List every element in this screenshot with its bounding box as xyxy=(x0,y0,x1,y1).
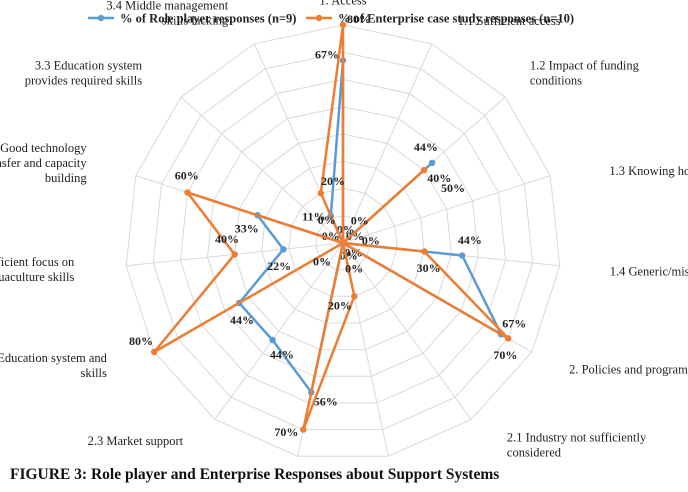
axis-label-line: 2.1 Industry not sufficiently xyxy=(507,431,647,445)
data-label: 80% xyxy=(347,12,371,26)
grid-ring xyxy=(125,24,561,457)
data-label: 0% xyxy=(313,255,331,269)
axis-label: 1.4 Generic/misaligned xyxy=(610,264,688,278)
figure-caption: FIGURE 3: Role player and Enterprise Res… xyxy=(10,466,500,483)
axis-label: 1.3 Knowing how to access xyxy=(609,164,688,178)
data-point xyxy=(339,21,347,29)
axis-label-line: considered xyxy=(507,446,562,460)
legend-label: % of Enterprise case study responses (n=… xyxy=(338,12,574,26)
data-point xyxy=(428,159,436,166)
grid-ring xyxy=(234,133,452,351)
axis-label-line: conditions xyxy=(530,74,582,88)
axis-label: 1.2 Impact of funding conditions xyxy=(530,59,640,88)
data-label: 11% xyxy=(302,210,325,224)
data-point xyxy=(459,252,466,259)
grid-spoke xyxy=(214,242,344,420)
grid-ring xyxy=(288,187,398,297)
data-point xyxy=(420,166,428,174)
data-label: 0% xyxy=(345,245,363,259)
data-point xyxy=(280,246,287,253)
data-label: 60% xyxy=(175,168,199,182)
data-label: 70% xyxy=(274,425,298,439)
data-label: 0% xyxy=(337,222,355,236)
grid-ring xyxy=(206,106,480,377)
axis-label-line: 3.2 Good technology xyxy=(0,141,87,155)
data-label: 50% xyxy=(441,181,465,195)
data-label: 0% xyxy=(346,229,364,243)
axis-label-line: 1.4 Generic/misaligned xyxy=(610,264,688,278)
axis-label-line: 1.1 Sufficient access xyxy=(458,14,561,28)
data-label: 40% xyxy=(215,232,239,246)
grid-spoke xyxy=(180,96,344,244)
axis-label-line: building xyxy=(45,171,87,185)
axis-label-line: 2. Policies and programmes xyxy=(569,363,688,377)
data-point xyxy=(300,426,307,433)
data-label: 67% xyxy=(315,47,339,61)
data-label: 44% xyxy=(414,140,438,154)
axis-label: 2.3 Market support xyxy=(88,434,184,448)
data-label: 67% xyxy=(502,316,526,330)
axis-label-line: provides required skills xyxy=(25,74,142,88)
grid-ring xyxy=(315,215,371,271)
legend-marker xyxy=(97,14,105,22)
grid-spoke xyxy=(342,43,433,244)
radar-chart: 1. Access 1.1 Sufficient access 1.2 Impact… xyxy=(0,0,688,460)
axis-label: 3.1 Insufficient focus onaquaculture ski… xyxy=(0,255,75,284)
axis-label: 2.1 Industry not sufficiently considered xyxy=(507,431,647,460)
data-label: 30% xyxy=(417,261,441,275)
axis-label: 1.1 Sufficient access xyxy=(458,14,561,28)
data-label: 20% xyxy=(328,299,352,313)
axis-label-line: 3.1 Insufficient focus on xyxy=(0,255,75,269)
axis-label: 3.2 Good technologytransfer and capacity… xyxy=(0,141,87,185)
data-label: 56% xyxy=(314,395,338,409)
axis-label: 3.4 Middle management skills lacking xyxy=(106,0,229,28)
data-label: 0% xyxy=(318,213,336,227)
axis-label: 1. Access xyxy=(319,0,366,8)
grid-ring xyxy=(179,78,507,404)
data-label: 80% xyxy=(129,334,153,348)
data-label: 44% xyxy=(270,347,294,361)
data-label: 44% xyxy=(230,313,254,327)
data-point xyxy=(351,293,358,300)
data-point xyxy=(184,189,191,196)
axis-label: 3.3 Education system provides required sk… xyxy=(25,59,143,88)
data-label: 33% xyxy=(235,222,259,236)
axis-label-line: 1. Access xyxy=(319,0,366,8)
axis-label-line: 1.2 Impact of funding xyxy=(530,59,640,73)
data-point xyxy=(317,190,324,197)
grid-spoke xyxy=(342,242,472,420)
data-label: 0% xyxy=(351,214,369,228)
series-line xyxy=(237,59,503,394)
data-point xyxy=(505,335,512,342)
axis-label-line: 2.3 Market support xyxy=(88,434,184,448)
axis-label-line: 3. Education system and xyxy=(0,351,108,365)
data-point xyxy=(339,239,347,247)
legend-marker xyxy=(315,14,323,22)
data-label: 70% xyxy=(493,348,517,362)
axis-label-line: skills xyxy=(80,366,107,380)
axis-label-line: 1.3 Knowing how to access xyxy=(609,164,688,178)
data-point xyxy=(421,248,428,255)
data-label: 0% xyxy=(362,233,380,247)
axis-label: 2. Policies and programmes xyxy=(569,363,688,377)
data-label: 20% xyxy=(321,174,345,188)
grid-ring xyxy=(152,51,534,431)
data-label: 44% xyxy=(458,233,482,247)
data-label: 0% xyxy=(345,262,363,276)
axis-label-line: 3.3 Education system xyxy=(35,59,143,73)
series-line xyxy=(152,23,510,431)
data-label: 40% xyxy=(427,171,451,185)
axis-label-line: 3.4 Middle management xyxy=(106,0,228,13)
axis-label-line: transfer and capacity xyxy=(0,156,87,170)
grid-spoke xyxy=(342,175,551,244)
legend-label: % of Role player responses (n=9) xyxy=(120,12,296,26)
data-point xyxy=(269,336,276,344)
axis-label-line: skills lacking xyxy=(162,14,229,28)
data-point xyxy=(231,251,238,258)
data-point xyxy=(151,348,158,356)
axis-label-line: aquaculture skills xyxy=(0,270,74,284)
data-label: 22% xyxy=(267,259,291,273)
